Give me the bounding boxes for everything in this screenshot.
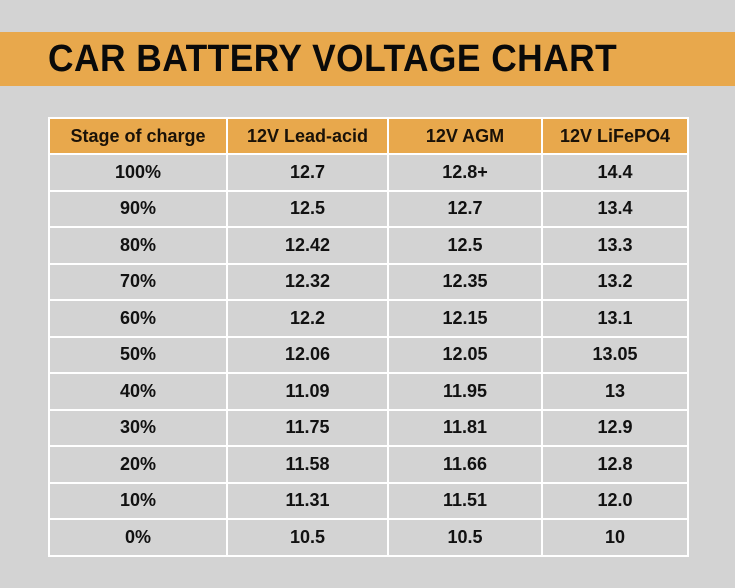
cell-stage: 60% (48, 299, 228, 338)
cell-lead-acid: 12.7 (226, 153, 389, 192)
cell-agm: 10.5 (387, 518, 543, 557)
table-row: 70% 12.32 12.35 13.2 (48, 262, 689, 301)
cell-agm: 12.15 (387, 299, 543, 338)
header-stage-of-charge: Stage of charge (48, 117, 228, 155)
table-row: 100% 12.7 12.8+ 14.4 (48, 153, 689, 192)
cell-lead-acid: 11.09 (226, 372, 389, 411)
title-banner: CAR BATTERY VOLTAGE CHART (0, 32, 735, 86)
cell-stage: 80% (48, 226, 228, 265)
cell-lifepo4: 13.2 (541, 262, 689, 301)
cell-lifepo4: 14.4 (541, 153, 689, 192)
cell-stage: 100% (48, 153, 228, 192)
cell-stage: 40% (48, 372, 228, 411)
table-row: 40% 11.09 11.95 13 (48, 372, 689, 411)
table-row: 50% 12.06 12.05 13.05 (48, 335, 689, 374)
cell-stage: 70% (48, 262, 228, 301)
cell-lifepo4: 13.05 (541, 335, 689, 374)
table-row: 0% 10.5 10.5 10 (48, 518, 689, 557)
cell-agm: 12.35 (387, 262, 543, 301)
cell-lifepo4: 13.3 (541, 226, 689, 265)
cell-agm: 11.81 (387, 408, 543, 447)
header-lead-acid: 12V Lead-acid (226, 117, 389, 155)
cell-lead-acid: 10.5 (226, 518, 389, 557)
cell-stage: 30% (48, 408, 228, 447)
cell-lead-acid: 12.06 (226, 335, 389, 374)
cell-agm: 12.05 (387, 335, 543, 374)
cell-agm: 12.5 (387, 226, 543, 265)
cell-lead-acid: 12.42 (226, 226, 389, 265)
cell-lifepo4: 13.4 (541, 189, 689, 228)
page-title: CAR BATTERY VOLTAGE CHART (48, 37, 618, 80)
cell-lead-acid: 11.31 (226, 481, 389, 520)
cell-lifepo4: 13.1 (541, 299, 689, 338)
cell-agm: 11.95 (387, 372, 543, 411)
cell-stage: 50% (48, 335, 228, 374)
table-row: 80% 12.42 12.5 13.3 (48, 226, 689, 265)
cell-lead-acid: 12.5 (226, 189, 389, 228)
cell-stage: 0% (48, 518, 228, 557)
cell-stage: 10% (48, 481, 228, 520)
table-row: 10% 11.31 11.51 12.0 (48, 481, 689, 520)
voltage-table: Stage of charge 12V Lead-acid 12V AGM 12… (48, 117, 689, 557)
table-row: 30% 11.75 11.81 12.9 (48, 408, 689, 447)
cell-stage: 90% (48, 189, 228, 228)
cell-lead-acid: 12.2 (226, 299, 389, 338)
table-header-row: Stage of charge 12V Lead-acid 12V AGM 12… (48, 117, 689, 155)
cell-lifepo4: 10 (541, 518, 689, 557)
cell-agm: 12.8+ (387, 153, 543, 192)
table-row: 90% 12.5 12.7 13.4 (48, 189, 689, 228)
cell-lifepo4: 12.0 (541, 481, 689, 520)
cell-lead-acid: 11.58 (226, 445, 389, 484)
cell-stage: 20% (48, 445, 228, 484)
cell-lifepo4: 12.8 (541, 445, 689, 484)
header-lifepo4: 12V LiFePO4 (541, 117, 689, 155)
cell-lifepo4: 13 (541, 372, 689, 411)
cell-lifepo4: 12.9 (541, 408, 689, 447)
cell-lead-acid: 12.32 (226, 262, 389, 301)
cell-agm: 12.7 (387, 189, 543, 228)
table-row: 20% 11.58 11.66 12.8 (48, 445, 689, 484)
cell-lead-acid: 11.75 (226, 408, 389, 447)
cell-agm: 11.51 (387, 481, 543, 520)
table-row: 60% 12.2 12.15 13.1 (48, 299, 689, 338)
cell-agm: 11.66 (387, 445, 543, 484)
header-agm: 12V AGM (387, 117, 543, 155)
